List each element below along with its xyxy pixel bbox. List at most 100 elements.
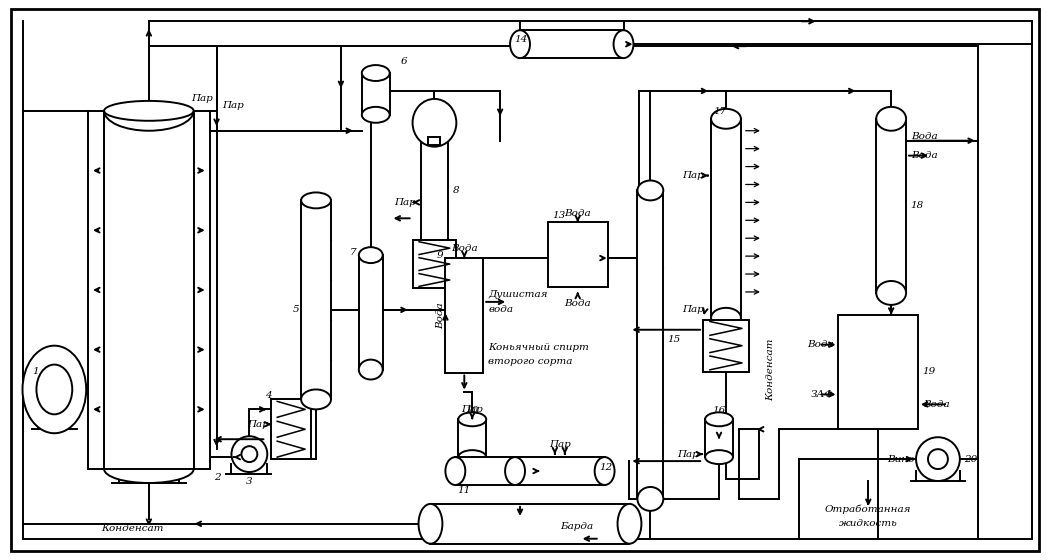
Bar bbox=[430, 504, 630, 544]
Ellipse shape bbox=[359, 360, 382, 380]
Text: Пар: Пар bbox=[223, 101, 245, 110]
Ellipse shape bbox=[711, 308, 741, 328]
Ellipse shape bbox=[706, 412, 733, 426]
Text: Барда: Барда bbox=[560, 522, 593, 531]
Text: 20: 20 bbox=[964, 455, 978, 464]
Ellipse shape bbox=[594, 457, 614, 485]
Text: 16: 16 bbox=[712, 407, 726, 416]
Text: Вода: Вода bbox=[923, 400, 949, 409]
Ellipse shape bbox=[510, 30, 530, 58]
Bar bbox=[104, 111, 193, 469]
Bar bbox=[711, 119, 741, 318]
Text: 14: 14 bbox=[514, 35, 528, 44]
Ellipse shape bbox=[637, 180, 664, 200]
Bar bbox=[420, 141, 448, 240]
Bar bbox=[88, 111, 104, 469]
Text: Вода: Вода bbox=[452, 244, 478, 253]
Text: Пар: Пар bbox=[677, 450, 699, 459]
Text: 8: 8 bbox=[453, 186, 459, 195]
Bar bbox=[637, 190, 664, 499]
Text: ЗАФ: ЗАФ bbox=[811, 390, 834, 399]
Bar bbox=[456, 457, 525, 485]
Text: Вода: Вода bbox=[806, 340, 834, 349]
Bar bbox=[193, 111, 210, 469]
Text: Пар: Пар bbox=[682, 305, 705, 314]
Text: 2: 2 bbox=[213, 473, 220, 482]
Text: Вода: Вода bbox=[565, 209, 591, 218]
Text: Коньячный спирт: Коньячный спирт bbox=[488, 343, 589, 352]
Ellipse shape bbox=[362, 107, 390, 123]
Ellipse shape bbox=[413, 99, 457, 147]
Ellipse shape bbox=[637, 487, 664, 511]
Ellipse shape bbox=[877, 281, 906, 305]
Ellipse shape bbox=[617, 504, 642, 544]
Text: Пар: Пар bbox=[394, 198, 416, 207]
Bar bbox=[413, 240, 457, 288]
Ellipse shape bbox=[459, 412, 486, 426]
Bar bbox=[704, 320, 749, 371]
Bar bbox=[359, 255, 382, 370]
Ellipse shape bbox=[419, 504, 442, 544]
Ellipse shape bbox=[613, 30, 633, 58]
Ellipse shape bbox=[516, 457, 534, 485]
Ellipse shape bbox=[104, 455, 193, 483]
Bar bbox=[445, 258, 483, 372]
Bar bbox=[362, 73, 390, 115]
Ellipse shape bbox=[711, 109, 741, 129]
Text: Душистая: Душистая bbox=[488, 291, 548, 300]
Text: 11: 11 bbox=[457, 487, 470, 496]
Circle shape bbox=[231, 436, 268, 472]
Circle shape bbox=[928, 449, 948, 469]
Text: 9: 9 bbox=[437, 251, 443, 260]
Ellipse shape bbox=[362, 65, 390, 81]
Bar bbox=[301, 200, 331, 399]
Ellipse shape bbox=[359, 247, 382, 263]
Text: Вода: Вода bbox=[565, 299, 591, 308]
Ellipse shape bbox=[445, 457, 465, 485]
Circle shape bbox=[916, 437, 960, 481]
Text: Вода: Вода bbox=[436, 302, 445, 329]
Text: 15: 15 bbox=[668, 335, 680, 344]
Bar bbox=[271, 399, 311, 459]
Text: 19: 19 bbox=[922, 367, 936, 376]
Text: Отработанная: Отработанная bbox=[825, 504, 911, 514]
Ellipse shape bbox=[877, 107, 906, 130]
Text: вода: вода bbox=[488, 305, 513, 314]
Text: второго сорта: второго сорта bbox=[488, 357, 572, 366]
Text: Пар: Пар bbox=[248, 420, 269, 429]
Bar bbox=[548, 222, 608, 287]
Text: Конденсат: Конденсат bbox=[766, 338, 775, 401]
Bar bbox=[839, 315, 918, 430]
Ellipse shape bbox=[104, 101, 193, 121]
Text: Пар: Пар bbox=[191, 95, 212, 104]
Text: 5: 5 bbox=[293, 305, 299, 314]
Text: 3: 3 bbox=[246, 477, 253, 486]
Text: Вино: Вино bbox=[886, 455, 915, 464]
Ellipse shape bbox=[301, 389, 331, 409]
Text: 12: 12 bbox=[600, 463, 613, 472]
Text: Пар: Пар bbox=[682, 171, 705, 180]
Bar bbox=[459, 419, 486, 457]
Bar bbox=[516, 457, 605, 485]
Bar bbox=[706, 419, 733, 457]
Text: 13: 13 bbox=[552, 211, 565, 220]
Text: Пар: Пар bbox=[549, 440, 571, 449]
Text: 17: 17 bbox=[713, 107, 727, 116]
Text: Пар: Пар bbox=[461, 405, 483, 414]
Bar bbox=[428, 137, 440, 144]
Ellipse shape bbox=[301, 193, 331, 208]
Text: Конденсат: Конденсат bbox=[101, 524, 163, 533]
Ellipse shape bbox=[459, 450, 486, 464]
Ellipse shape bbox=[706, 450, 733, 464]
Text: 6: 6 bbox=[401, 57, 407, 66]
Text: жидкость: жидкость bbox=[839, 519, 898, 528]
Text: 10: 10 bbox=[465, 407, 479, 416]
Text: Вода: Вода bbox=[911, 151, 938, 160]
Bar bbox=[877, 119, 906, 293]
Ellipse shape bbox=[22, 346, 86, 433]
Text: 4: 4 bbox=[265, 391, 271, 400]
Text: 7: 7 bbox=[351, 248, 357, 256]
Ellipse shape bbox=[505, 457, 525, 485]
Bar bbox=[520, 30, 624, 58]
Text: Вода: Вода bbox=[911, 132, 938, 141]
